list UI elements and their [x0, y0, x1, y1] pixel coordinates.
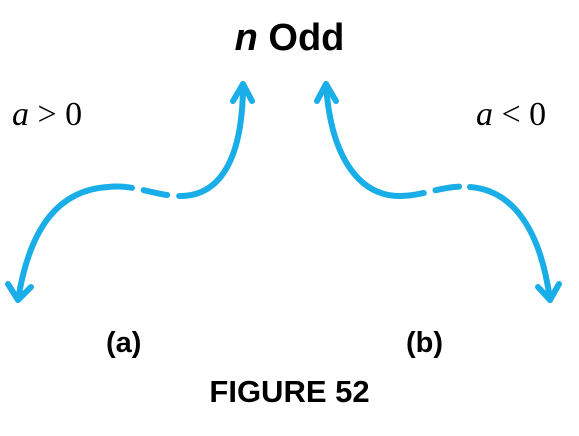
panel-b-label: (b) — [406, 326, 443, 360]
curve-a-dashed-middle — [108, 187, 180, 196]
curve-b-dashed-middle — [400, 187, 470, 196]
panel-a-label: (a) — [106, 326, 141, 360]
curve-a-left-branch — [18, 187, 108, 300]
curve-b-right-branch — [470, 187, 550, 300]
figure-caption: FIGURE 52 — [0, 373, 579, 411]
